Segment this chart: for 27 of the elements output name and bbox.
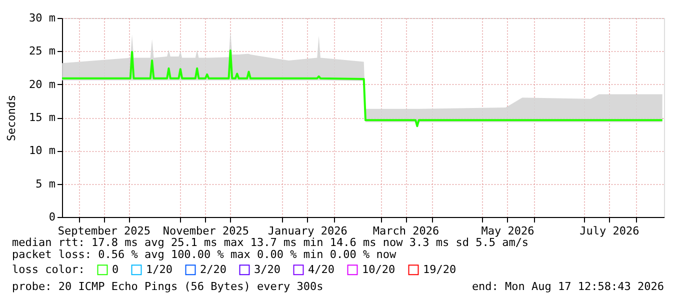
line-series — [61, 50, 664, 128]
text: probe: 20 ICMP Echo Pings (56 Bytes) every 300s — [12, 280, 324, 293]
x-tick-label: July 2026 — [580, 224, 640, 238]
text: end: Mon Aug 17 12:58:43 2026 — [472, 280, 664, 293]
x-tick-label: January 2026 — [268, 224, 348, 238]
y-tick-label: 15 m — [29, 111, 56, 124]
x-tick-label: September 2025 — [58, 224, 151, 238]
x-tick-label: November 2025 — [162, 224, 249, 238]
text: median rtt: 17.8 ms avg 25.1 ms max 13.7 ms min 14.6 ms now 3.3 ms sd 5.5 am/s — [12, 236, 529, 249]
legend-label: 2/20 — [200, 262, 226, 276]
legend-label: 3/20 — [254, 262, 280, 276]
y-tick-label: 20 m — [29, 78, 56, 91]
legend-label: 10/20 — [362, 262, 396, 276]
legend-title: loss color: — [12, 263, 85, 276]
y-tick-label: 10 m — [29, 144, 56, 158]
x-tick-label: May 2026 — [481, 224, 534, 238]
legend-label: 0 — [112, 262, 119, 276]
legend-label: 4/20 — [308, 262, 334, 276]
y-axis-title: Seconds — [5, 94, 18, 142]
y-tick-label: 5 m — [36, 177, 56, 190]
y-tick-label: 0 — [48, 210, 56, 224]
legend-label: 1/20 — [146, 262, 172, 276]
y-tick-label: 25 m — [29, 44, 56, 58]
y-tick-label: 30 m — [29, 12, 56, 24]
x-tick-label: March 2026 — [372, 224, 440, 238]
text: packet loss: 0.56 % avg 100.00 % max 0.00 % min 0.00 % now — [12, 248, 396, 261]
legend-label: 19/20 — [423, 262, 456, 276]
